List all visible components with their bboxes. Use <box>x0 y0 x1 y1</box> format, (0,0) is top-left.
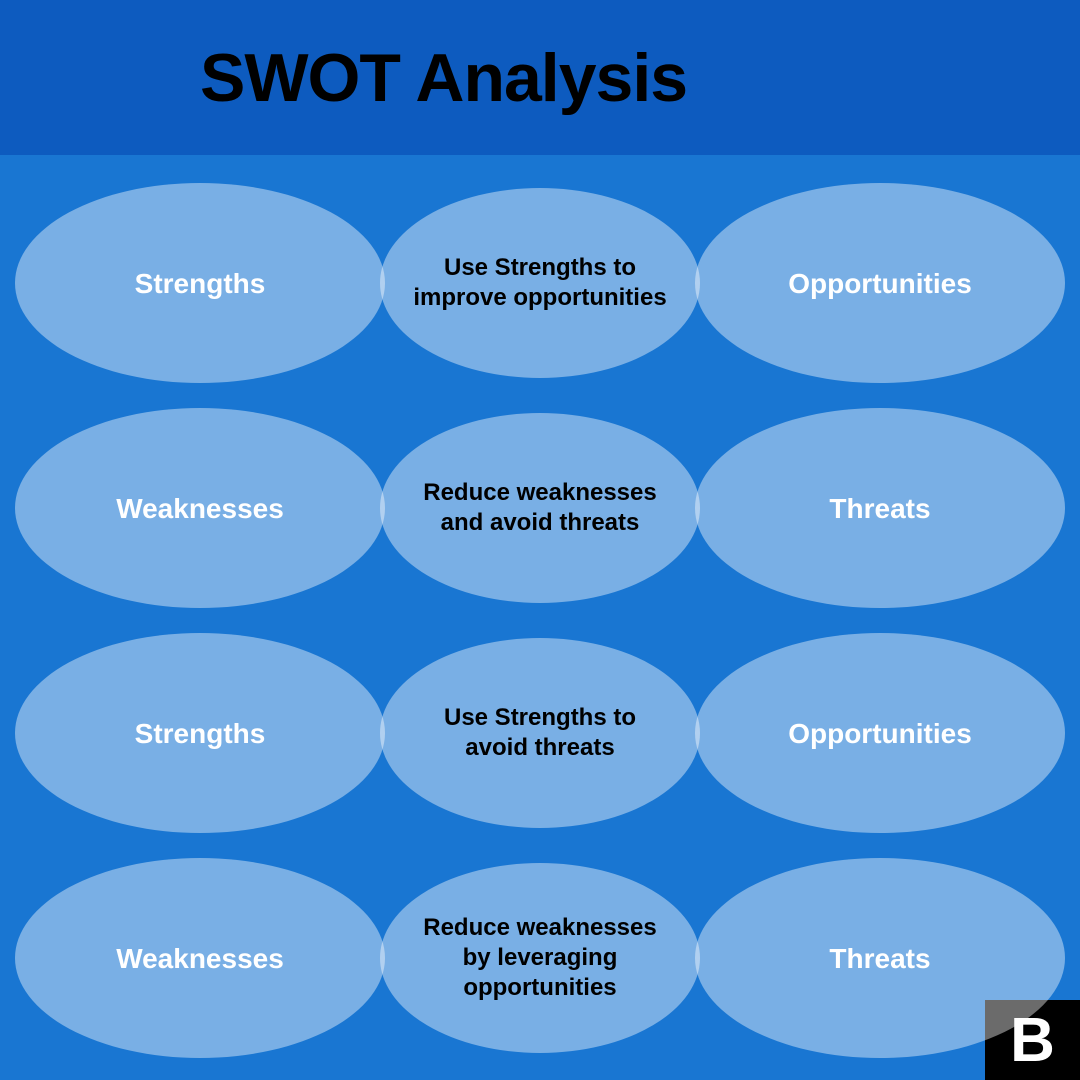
ellipse-middle-row2: Reduce weaknesses and avoid threats <box>380 413 700 603</box>
ellipse-left-row2: Weaknesses <box>15 408 385 608</box>
ellipse-left-row1: Strengths <box>15 183 385 383</box>
ellipse-left-row3: Strengths <box>15 633 385 833</box>
ellipse-right-row4: Threats <box>695 858 1065 1058</box>
page-title: SWOT Analysis <box>200 39 687 117</box>
diagram-canvas: B StrengthsOpportunitiesUse Strengths to… <box>0 155 1080 1080</box>
ellipse-middle-row1: Use Strengths to improve opportunities <box>380 188 700 378</box>
ellipse-right-row2: Threats <box>695 408 1065 608</box>
header: SWOT Analysis <box>0 0 1080 155</box>
ellipse-left-row4: Weaknesses <box>15 858 385 1058</box>
ellipse-right-row3: Opportunities <box>695 633 1065 833</box>
ellipse-right-row1: Opportunities <box>695 183 1065 383</box>
ellipse-middle-row4: Reduce weaknesses by leveraging opportun… <box>380 863 700 1053</box>
ellipse-middle-row3: Use Strengths to avoid threats <box>380 638 700 828</box>
